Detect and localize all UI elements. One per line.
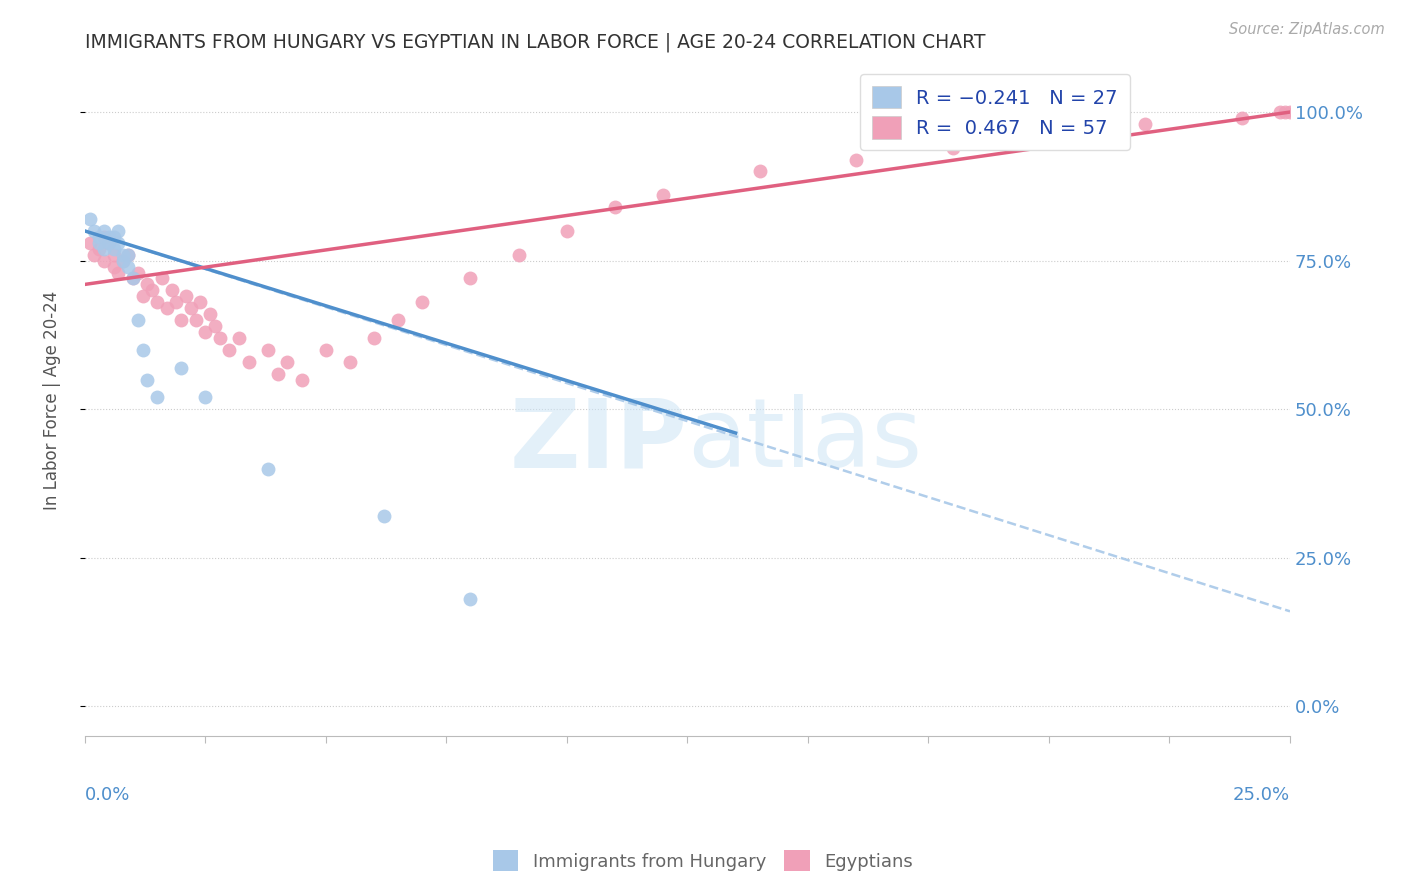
Point xyxy=(93,242,115,256)
Point xyxy=(117,248,139,262)
Point xyxy=(156,301,179,316)
Text: IMMIGRANTS FROM HUNGARY VS EGYPTIAN IN LABOR FORCE | AGE 20-24 CORRELATION CHART: IMMIGRANTS FROM HUNGARY VS EGYPTIAN IN L… xyxy=(84,33,986,53)
Point xyxy=(170,360,193,375)
Point xyxy=(276,354,298,368)
Point xyxy=(89,230,111,244)
Point xyxy=(194,325,217,339)
Point xyxy=(107,235,129,250)
Point xyxy=(845,153,868,167)
Point xyxy=(941,141,963,155)
Point xyxy=(112,248,135,262)
Point xyxy=(1270,105,1292,120)
Point xyxy=(97,235,120,250)
Point xyxy=(373,509,395,524)
Point xyxy=(131,343,153,357)
Text: 0.0%: 0.0% xyxy=(84,787,131,805)
Point xyxy=(150,271,173,285)
Point xyxy=(89,242,111,256)
Point xyxy=(238,354,260,368)
Text: atlas: atlas xyxy=(688,394,922,487)
Point xyxy=(315,343,337,357)
Point xyxy=(603,200,626,214)
Point xyxy=(184,313,207,327)
Point xyxy=(83,224,105,238)
Point xyxy=(190,295,212,310)
Point xyxy=(174,289,197,303)
Point xyxy=(117,260,139,274)
Point xyxy=(112,253,135,268)
Point xyxy=(339,354,361,368)
Point xyxy=(363,331,385,345)
Point xyxy=(97,235,120,250)
Point xyxy=(122,271,145,285)
Point xyxy=(136,277,159,292)
Point xyxy=(411,295,433,310)
Point xyxy=(117,248,139,262)
Text: ZIP: ZIP xyxy=(509,394,688,487)
Point xyxy=(160,284,183,298)
Point xyxy=(103,260,125,274)
Point xyxy=(136,372,159,386)
Text: Source: ZipAtlas.com: Source: ZipAtlas.com xyxy=(1229,22,1385,37)
Point xyxy=(204,318,226,333)
Point xyxy=(208,331,231,345)
Legend: Immigrants from Hungary, Egyptians: Immigrants from Hungary, Egyptians xyxy=(486,843,920,879)
Point xyxy=(127,313,149,327)
Point xyxy=(93,230,115,244)
Point xyxy=(1038,128,1060,143)
Point xyxy=(103,230,125,244)
Point xyxy=(131,289,153,303)
Point xyxy=(266,367,288,381)
Point xyxy=(555,224,578,238)
Y-axis label: In Labor Force | Age 20-24: In Labor Force | Age 20-24 xyxy=(44,291,60,510)
Point xyxy=(97,230,120,244)
Text: 25.0%: 25.0% xyxy=(1233,787,1291,805)
Point xyxy=(83,248,105,262)
Point xyxy=(146,390,169,404)
Point xyxy=(107,266,129,280)
Point xyxy=(198,307,221,321)
Point xyxy=(652,188,675,202)
Point xyxy=(194,390,217,404)
Legend: R = −0.241   N = 27, R =  0.467   N = 57: R = −0.241 N = 27, R = 0.467 N = 57 xyxy=(860,74,1129,150)
Point xyxy=(180,301,202,316)
Point xyxy=(228,331,250,345)
Point xyxy=(122,271,145,285)
Point xyxy=(1135,117,1157,131)
Point xyxy=(141,284,163,298)
Point xyxy=(79,212,101,227)
Point xyxy=(460,592,482,607)
Point xyxy=(257,343,280,357)
Point xyxy=(1279,105,1302,120)
Point xyxy=(170,313,193,327)
Point xyxy=(508,248,530,262)
Point xyxy=(107,224,129,238)
Point xyxy=(103,248,125,262)
Point xyxy=(257,461,280,475)
Point xyxy=(1274,105,1296,120)
Point xyxy=(387,313,409,327)
Point xyxy=(79,235,101,250)
Point xyxy=(93,253,115,268)
Point xyxy=(89,235,111,250)
Point xyxy=(127,266,149,280)
Point xyxy=(93,224,115,238)
Point xyxy=(460,271,482,285)
Point xyxy=(748,164,770,178)
Point xyxy=(146,295,169,310)
Point xyxy=(218,343,240,357)
Point xyxy=(1230,111,1253,125)
Point xyxy=(103,242,125,256)
Point xyxy=(291,372,314,386)
Point xyxy=(165,295,187,310)
Point xyxy=(112,253,135,268)
